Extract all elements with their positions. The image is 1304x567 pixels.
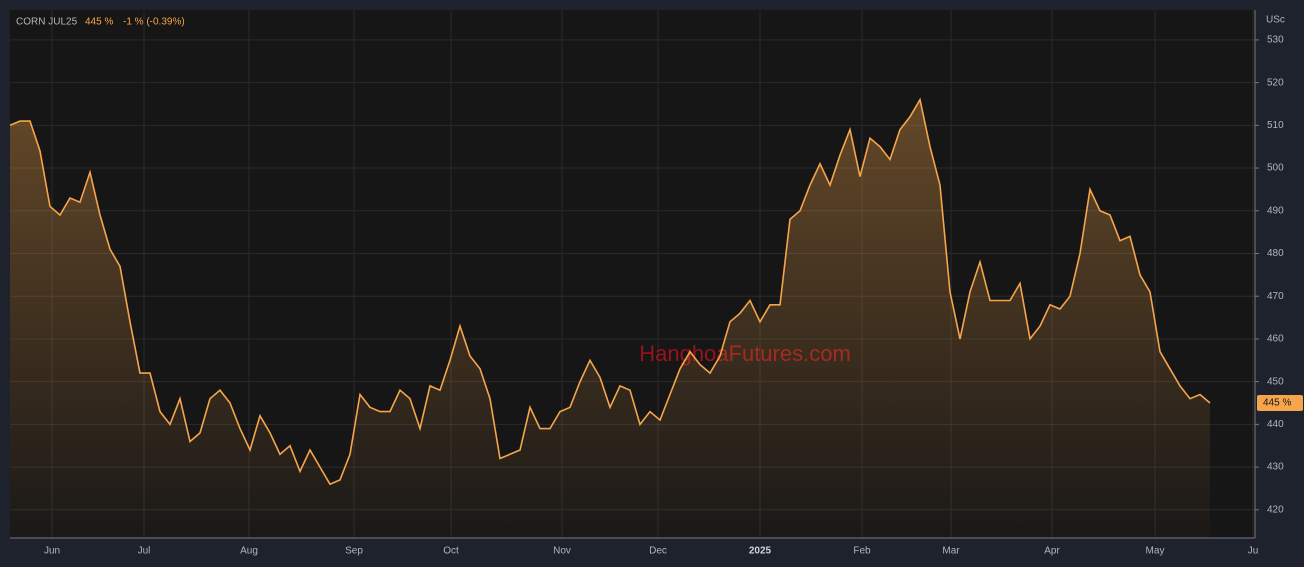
y-tick-label: 480 (1267, 248, 1284, 259)
last-price-tag (1257, 395, 1303, 412)
change: -1 % (-0.39%) (123, 17, 185, 28)
last-price-label: 445 % (1263, 398, 1291, 409)
y-tick-label: 530 (1267, 35, 1284, 46)
y-tick-label: 460 (1267, 334, 1284, 345)
y-tick-label: 490 (1267, 205, 1284, 216)
y-tick-label: 520 (1267, 77, 1284, 88)
price-line (9, 97, 1211, 486)
x-tick-label: Sep (345, 546, 363, 557)
price: 445 % (85, 17, 113, 28)
y-tick-label: 500 (1267, 163, 1284, 174)
area (10, 99, 1210, 538)
unit: USc (1266, 15, 1285, 26)
x-tick-label: Dec (649, 546, 667, 557)
y-tick-label: 470 (1267, 291, 1284, 302)
y-tick-label: 430 (1267, 462, 1284, 473)
x-tick-label: Oct (443, 546, 459, 557)
y-tick-label: 420 (1267, 504, 1284, 515)
y-tick-label: 440 (1267, 419, 1284, 430)
x-tick-label: Feb (853, 546, 871, 557)
y-tick-label: 510 (1267, 120, 1284, 131)
symbol: CORN JUL25 (16, 17, 78, 28)
x-tick-label: Nov (553, 546, 571, 557)
y-tick-label: 450 (1267, 376, 1284, 387)
x-tick-label: Jun (44, 546, 60, 557)
x-tick-label: Jul (138, 546, 151, 557)
x-tick-label: Apr (1044, 546, 1060, 557)
x-tick-label: Mar (942, 546, 960, 557)
x-tick-label: Ju (1248, 546, 1259, 557)
x-tick-label: 2025 (749, 546, 772, 557)
x-tick-label: Aug (240, 546, 258, 557)
x-tick-label: May (1146, 546, 1165, 557)
